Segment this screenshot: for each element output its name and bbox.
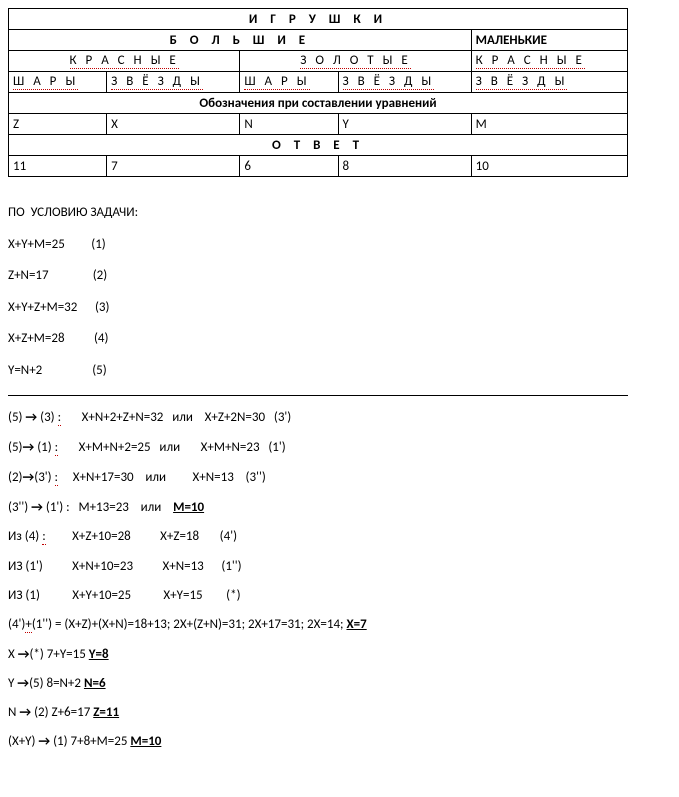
ans-y: 8 bbox=[338, 156, 471, 177]
row-toys: И Г Р У Ш К И bbox=[9, 9, 628, 30]
cell-zvezdy1: З В Ё З Д Ы bbox=[107, 72, 240, 93]
sol-line-2: (5)→ (1) : X+M+N+2=25 или X+M+N=23 (1') bbox=[8, 440, 671, 456]
ans-x: 7 bbox=[107, 156, 240, 177]
cell-zvezdy2: З В Ё З Д Ы bbox=[338, 72, 471, 93]
sol-line-6: ИЗ (1') X+N+10=23 X+N=13 (1'') bbox=[8, 559, 671, 574]
ans-m: 10 bbox=[471, 156, 627, 177]
ans-n: 6 bbox=[240, 156, 338, 177]
sol-line-7: ИЗ (1) X+Y+10=25 X+Y=15 (*) bbox=[8, 588, 671, 603]
row-oboz: Обозначения при составлении уравнений bbox=[9, 93, 628, 114]
sol-line-4: (3'') → (1') : M+13=23 или M=10 bbox=[8, 500, 671, 515]
separator bbox=[8, 395, 628, 396]
eq1: X+Y+M=25 (1) bbox=[8, 237, 671, 253]
row-red1: К Р А С Н Ы Е bbox=[9, 51, 240, 72]
sol-line-10: Y →(5) 8=N+2 N=6 bbox=[8, 676, 671, 691]
row-answer: О Т В Е Т bbox=[9, 135, 628, 156]
eq2: Z+N=17 (2) bbox=[8, 268, 671, 284]
sol-line-8: (4')+(1'') = (X+Z)+(X+N)=18+13; 2X+(Z+N)… bbox=[8, 617, 671, 633]
problem-table: И Г Р У Ш К И Б О Л Ь Ш И Е МАЛЕНЬКИЕ К … bbox=[8, 8, 628, 177]
sol-line-11: N → (2) Z+6=17 Z=11 bbox=[8, 705, 671, 720]
var-x: X bbox=[107, 114, 240, 135]
conditions-block: ПО УСЛОВИЮ ЗАДАЧИ: X+Y+M=25 (1) Z+N=17 (… bbox=[8, 205, 671, 379]
var-m: M bbox=[471, 114, 627, 135]
row-small: МАЛЕНЬКИЕ bbox=[471, 30, 627, 51]
eq5: Y=N+2 (5) bbox=[8, 363, 671, 379]
cell-shary1: Ш А Р Ы bbox=[9, 72, 107, 93]
var-y: Y bbox=[338, 114, 471, 135]
var-z: Z bbox=[9, 114, 107, 135]
cell-shary2: Ш А Р Ы bbox=[240, 72, 338, 93]
cell-zvezdy3: З В Ё З Д Ы bbox=[471, 72, 627, 93]
solution-block: (5) → (3) : X+N+2+Z+N=32 или X+Z+2N=30 (… bbox=[8, 410, 671, 749]
eq3: X+Y+Z+M=32 (3) bbox=[8, 300, 671, 316]
sol-line-5: Из (4) : X+Z+10=28 X+Z=18 (4') bbox=[8, 529, 671, 545]
row-red2: К Р А С Н Ы Е bbox=[471, 51, 627, 72]
cond-title: ПО УСЛОВИЮ ЗАДАЧИ: bbox=[8, 205, 671, 221]
eq4: X+Z+M=28 (4) bbox=[8, 331, 671, 347]
ans-z: 11 bbox=[9, 156, 107, 177]
row-gold: З О Л О Т Ы Е bbox=[240, 51, 471, 72]
sol-line-3: (2)→(3') : X+N+17=30 или X+N=13 (3'') bbox=[8, 470, 671, 486]
sol-line-1: (5) → (3) : X+N+2+Z+N=32 или X+Z+2N=30 (… bbox=[8, 410, 671, 426]
sol-line-9: X →(*) 7+Y=15 Y=8 bbox=[8, 647, 671, 662]
sol-line-12: (X+Y) → (1) 7+8+M=25 M=10 bbox=[8, 734, 671, 749]
row-big: Б О Л Ь Ш И Е bbox=[9, 30, 472, 51]
var-n: N bbox=[240, 114, 338, 135]
